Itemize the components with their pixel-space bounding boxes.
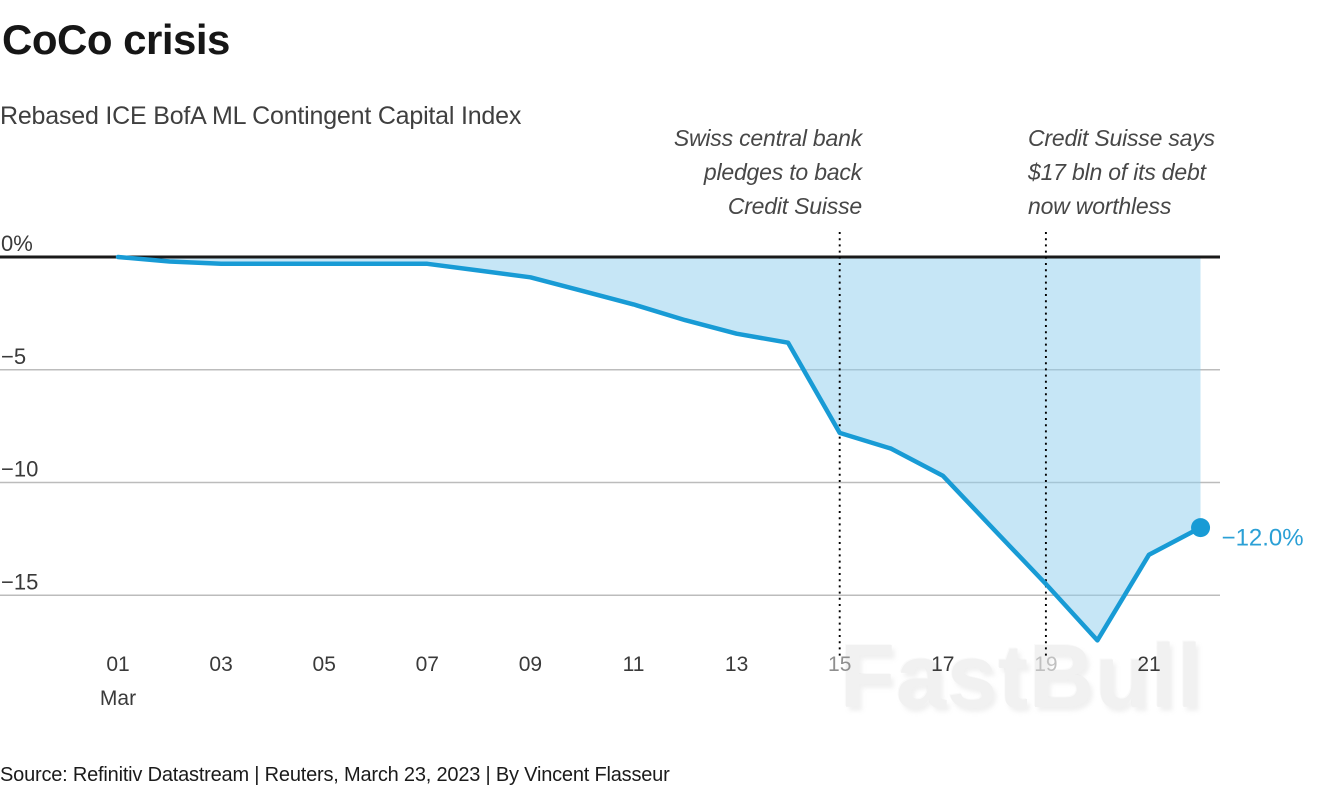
annotation-credit-suisse-debt: Credit Suisse says $17 bln of its debt n… (1028, 121, 1215, 223)
y-axis-tick-label: −10 (1, 457, 38, 482)
y-axis-tick-label: −15 (1, 569, 38, 594)
end-value-label: −12.0% (1222, 525, 1304, 552)
annotation-line: Swiss central bank (673, 125, 862, 151)
x-axis-tick-label: 13 (725, 653, 748, 676)
coco-index-chart: −12.0% 0% −5 −10 −15 01 Mar 03 05 07 09 11 13 15 17 19 2… (0, 231, 1304, 710)
x-axis-tick-label: 21 (1137, 653, 1160, 676)
y-axis-tick-label: −5 (1, 344, 26, 369)
end-point-dot (1191, 518, 1211, 538)
x-axis-tick-label: 19 (1034, 653, 1057, 676)
y-axis-tick-label: 0% (1, 231, 33, 256)
x-axis-tick-label: 01 (106, 653, 129, 676)
x-axis-tick-label: 07 (416, 653, 439, 676)
index-line (115, 254, 1203, 643)
x-axis-tick-label: 03 (209, 653, 232, 676)
annotation-line: Credit Suisse says (1028, 125, 1215, 151)
x-axis-tick-label: 17 (931, 653, 954, 676)
x-axis-month-label: Mar (100, 687, 136, 710)
annotation-line: pledges to back (703, 159, 862, 185)
x-axis-tick-label: 05 (313, 653, 336, 676)
annotation-swiss-central-bank: Swiss central bank pledges to back Credi… (674, 121, 862, 223)
page-title: CoCo crisis (2, 16, 230, 63)
annotation-line: $17 bln of its debt (1028, 159, 1206, 185)
x-axis-tick-label: 11 (623, 653, 645, 676)
fastbull-watermark: FastBull (840, 627, 1204, 727)
area-fill (118, 257, 1201, 641)
annotation-line: now worthless (1028, 193, 1172, 219)
annotation-line: Credit Suisse (727, 193, 862, 219)
chart-subtitle: Rebased ICE BofA ML Contingent Capital I… (0, 102, 522, 130)
source-attribution: Source: Refinitiv Datastream | Reuters, … (0, 764, 670, 786)
x-axis-tick-label: 09 (519, 653, 542, 676)
x-axis-tick-label: 15 (828, 653, 851, 676)
